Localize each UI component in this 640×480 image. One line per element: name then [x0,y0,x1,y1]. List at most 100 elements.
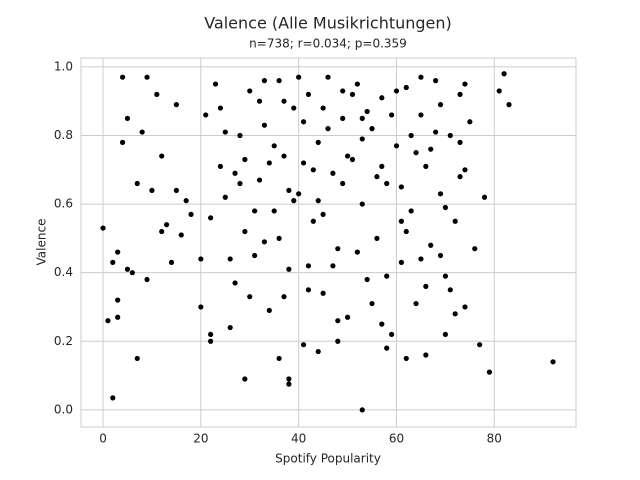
point [330,170,336,176]
point [506,102,512,108]
chart-title: Valence (Alle Musikrichtungen) [204,14,452,33]
point [198,304,204,310]
point [296,74,302,80]
point [217,163,224,169]
point [227,256,233,262]
y-tick-label: 0.6 [54,197,73,211]
point [208,215,214,221]
point [393,88,400,94]
point [344,314,351,320]
point [310,218,316,224]
point [271,208,277,214]
point [183,198,189,204]
point [281,294,287,300]
point [384,180,390,187]
point [457,91,463,97]
point [105,318,111,324]
point [442,331,449,338]
point [315,198,321,204]
point [384,345,390,351]
x-tick-label: 40 [291,432,306,446]
x-axis-label: Spotify Popularity [275,452,381,466]
point [115,297,121,303]
point [227,324,233,331]
point [423,283,429,289]
point [173,187,179,193]
point [163,222,170,228]
y-tick-label: 1.0 [54,59,73,73]
point [286,376,292,382]
point [379,321,385,327]
point [496,88,502,94]
y-tick-label: 0.2 [54,334,73,348]
point [242,156,248,163]
point [100,225,106,231]
point [256,177,263,183]
point [403,228,409,235]
point [237,180,243,187]
point [310,167,316,173]
point [359,407,365,413]
point [325,74,331,80]
point [428,146,434,152]
point [281,153,287,159]
point [256,98,263,104]
point [452,311,458,317]
point [433,129,439,135]
point [110,395,116,401]
point [384,273,390,279]
point [305,263,312,269]
point [315,139,321,145]
point [477,342,483,348]
point [418,74,424,80]
y-tick-label: 0.4 [54,265,73,279]
point [442,273,449,279]
point [300,342,307,348]
point [349,91,356,97]
point [486,369,493,375]
point [305,91,312,97]
point [247,88,253,94]
point [388,112,395,118]
point [261,239,268,245]
point [276,355,282,362]
point [462,167,468,173]
point [462,81,468,87]
point [418,256,424,262]
point [550,359,556,365]
point [354,249,360,255]
point [423,163,429,169]
point [300,119,307,125]
point [413,150,419,156]
point [413,300,419,307]
plot-frame [80,57,577,428]
point [110,259,116,265]
point [398,259,404,265]
point [276,235,282,241]
point [374,235,380,241]
point [501,71,507,77]
point [447,287,453,293]
point [349,156,356,163]
point [168,259,175,265]
point [208,331,214,338]
x-tick-label: 20 [193,432,208,446]
point [212,81,219,87]
point [159,228,165,235]
point [457,139,463,145]
point [437,191,444,197]
point [359,201,365,207]
point [418,112,424,118]
point [330,263,336,269]
point [481,194,488,200]
point [305,287,312,293]
point [398,218,404,224]
point [115,314,121,320]
point [198,256,204,262]
x-tick-label: 0 [99,432,107,446]
point [178,232,184,238]
point [359,136,365,142]
point [286,266,292,272]
point [242,376,248,382]
